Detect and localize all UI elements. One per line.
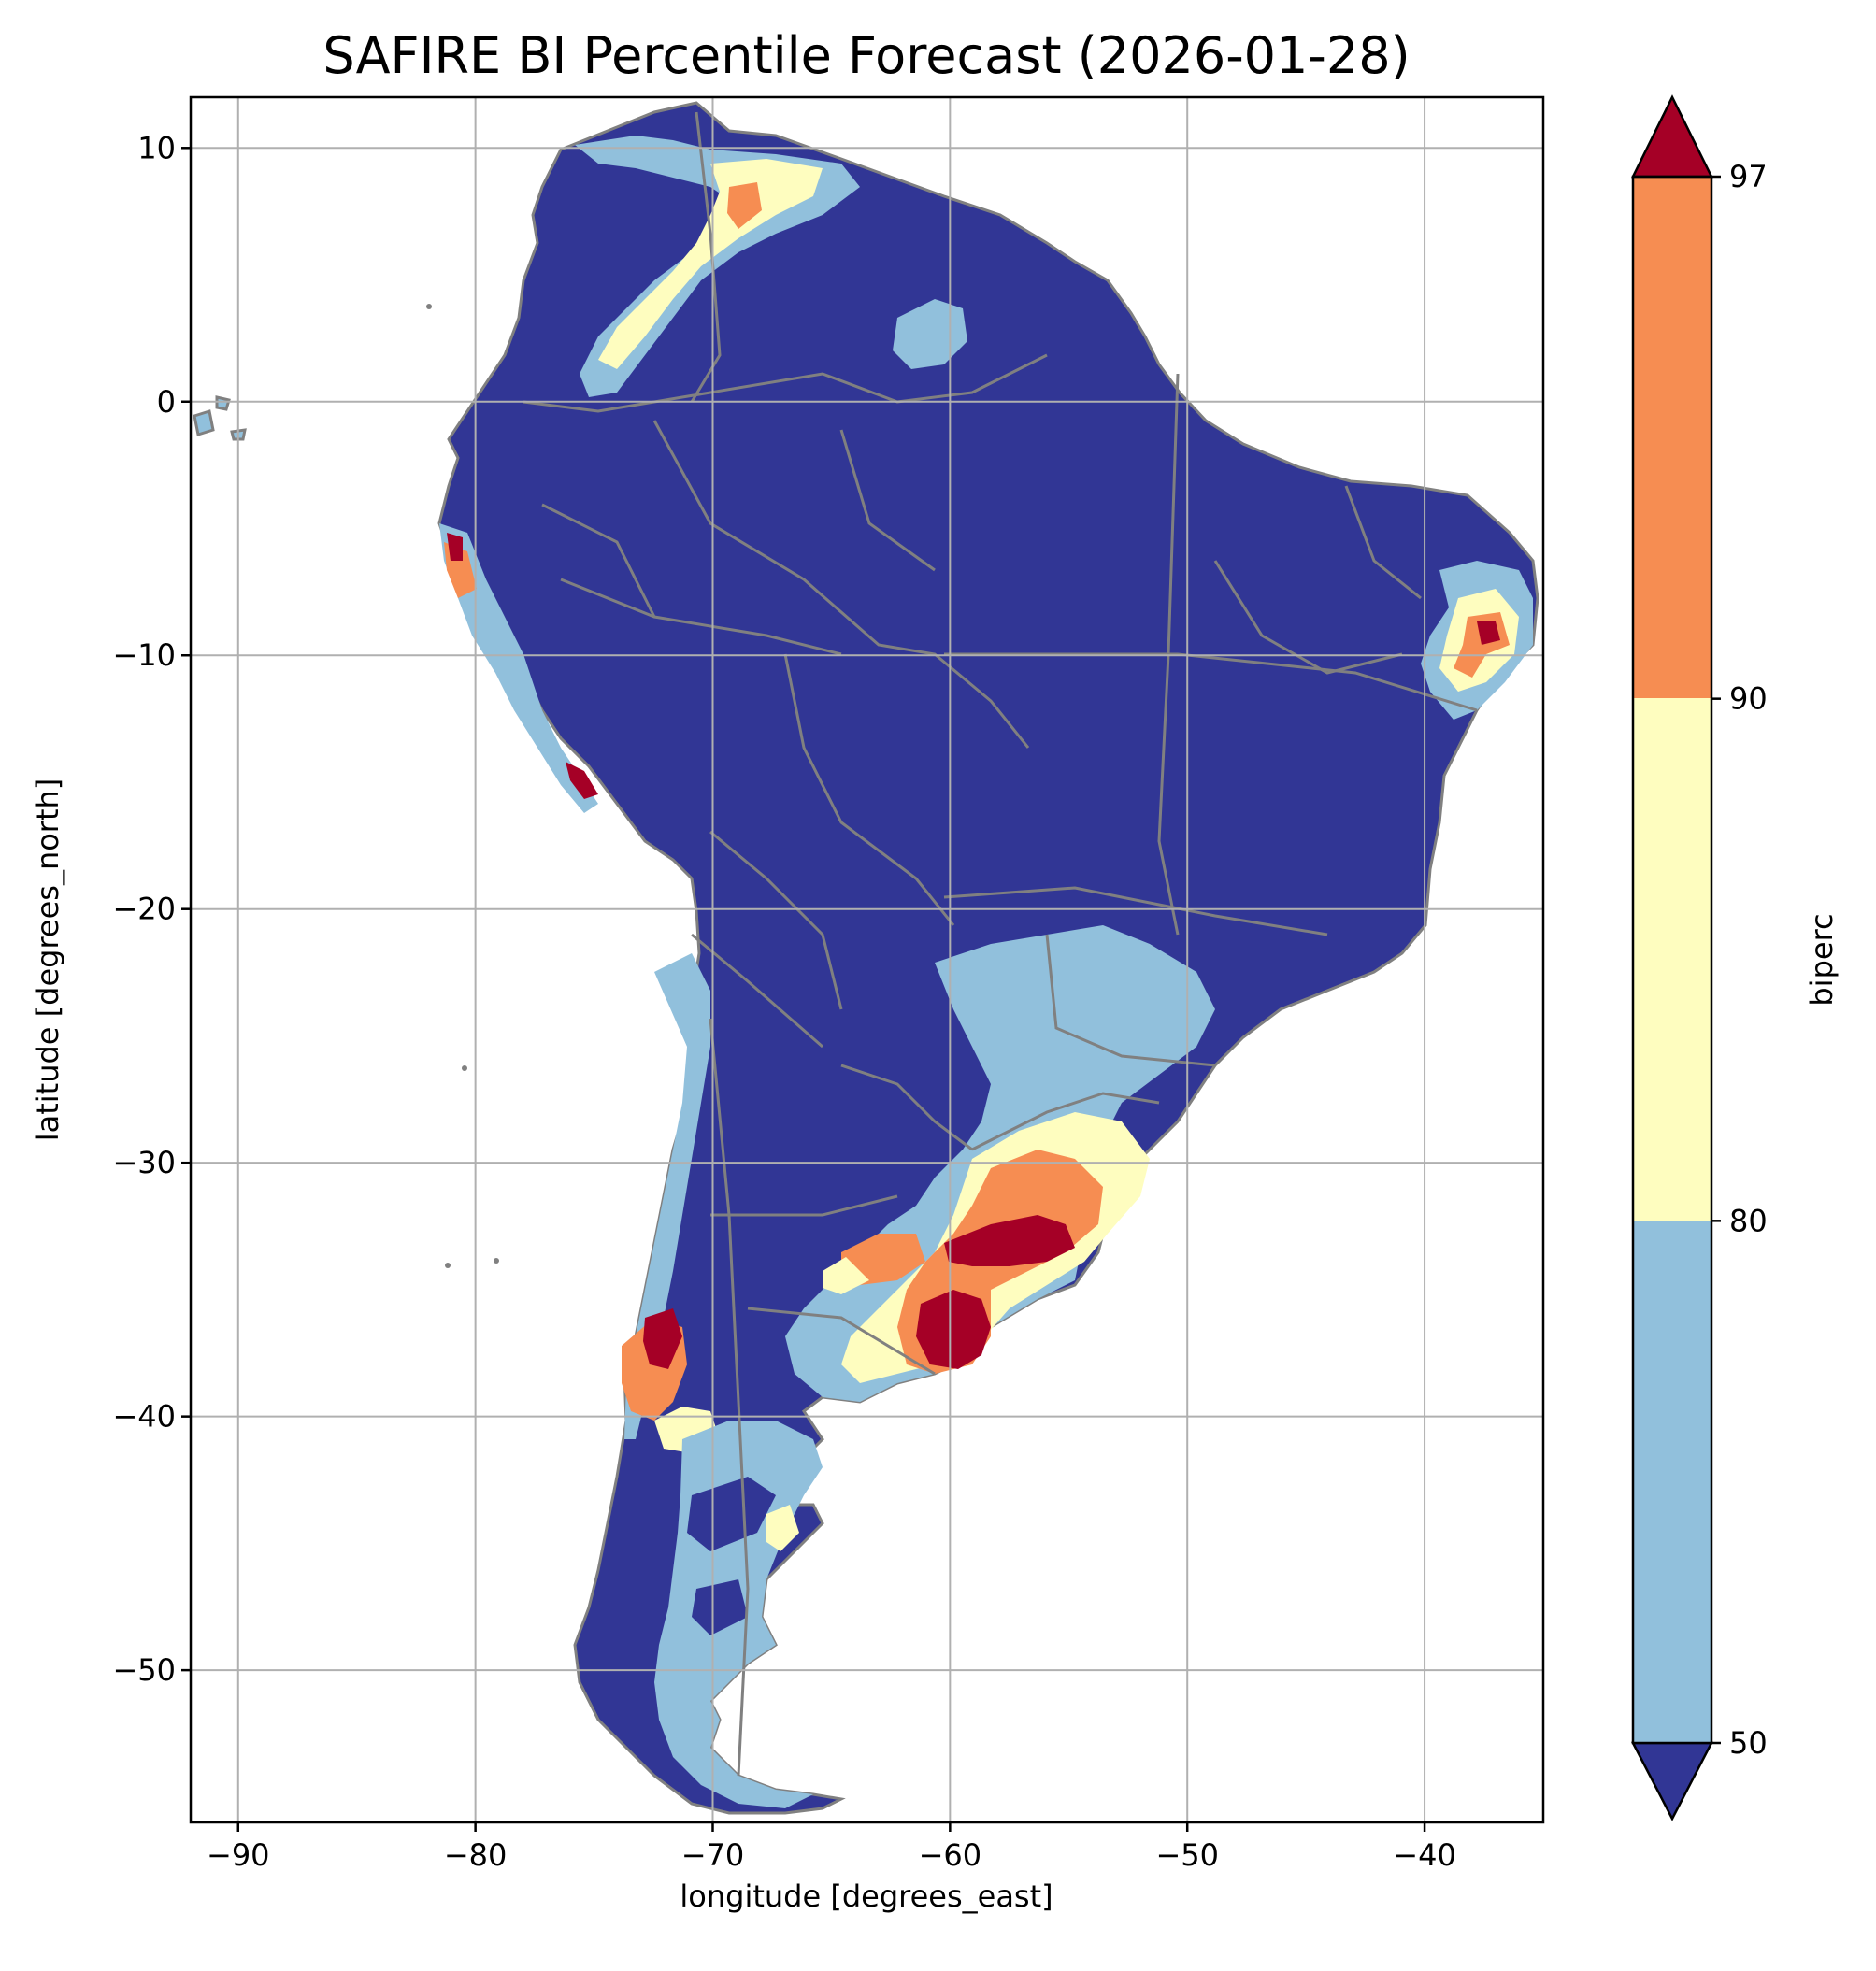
y-tick-label: 0 [157,384,176,420]
y-tick-label: −50 [112,1652,176,1688]
region-north-band-90-97 [727,182,762,229]
region-peru-50-80 [439,523,598,813]
region-patagonia-low-patches [687,1477,776,1635]
y-axis-label: latitude [degrees_north] [30,778,65,1142]
y-tick-label: −20 [112,892,176,927]
x-tick-label: −60 [919,1837,982,1873]
x-tick-label: −90 [207,1837,270,1873]
region-peru-south-above-97 [566,762,598,799]
region-guiana-50-80 [893,299,967,369]
y-tick-label: −30 [112,1145,176,1180]
region-patagonia-80-90 [766,1505,799,1551]
x-axis-label: longitude [degrees_east] [680,1878,1053,1914]
grid-lines [191,97,1543,1822]
colorbar-label: biperc [1804,913,1840,1006]
x-tick-label: −70 [681,1837,745,1873]
colorbar-tick-label: 97 [1729,159,1768,194]
region-pampas-above-97 [916,1290,991,1369]
colorbar-ticks: 50 80 90 97 [1711,159,1768,1761]
y-tick-label: −10 [112,637,176,673]
colorbar-tick-label: 80 [1729,1203,1768,1238]
colorbar: 50 80 90 97 biperc [1630,94,1840,1821]
y-tick-label: 10 [137,130,176,165]
country-boundaries [523,111,1478,1777]
region-cordoba-80-90 [823,1257,869,1294]
chart-title: SAFIRE BI Percentile Forecast (2026-01-2… [322,26,1410,85]
x-tick-label: −40 [1393,1837,1456,1873]
x-axis: −90 −80 −70 −60 −50 −40 [207,1822,1456,1873]
region-chile-above-97 [643,1308,682,1369]
axes-frame [189,95,1545,1824]
region-north-band-80-90 [598,159,823,369]
x-tick-label: −50 [1155,1837,1219,1873]
y-tick-label: −40 [112,1399,176,1435]
colorbar-band-90-97 [1633,177,1711,698]
region-cordoba-90-97 [841,1234,925,1285]
colorbar-extend-high [1630,94,1714,179]
x-tick-label: −80 [444,1837,508,1873]
colorbar-tick-label: 90 [1729,681,1768,717]
y-axis: 10 0 −10 −20 −30 −40 −50 [112,130,191,1688]
small-islands [426,304,499,1268]
region-ne-brazil-above-97 [1477,621,1500,645]
region-uruguay-above-97 [944,1215,1075,1266]
colorbar-tick-label: 50 [1729,1725,1768,1761]
colorbar-band-80-90 [1633,698,1711,1221]
colorbar-extend-low [1630,1741,1714,1821]
colorbar-frame [1631,175,1713,1745]
colorbar-band-50-80 [1633,1221,1711,1743]
region-peru-above-97 [447,533,463,561]
map-area [193,101,1539,1815]
galapagos-islands [193,395,247,441]
